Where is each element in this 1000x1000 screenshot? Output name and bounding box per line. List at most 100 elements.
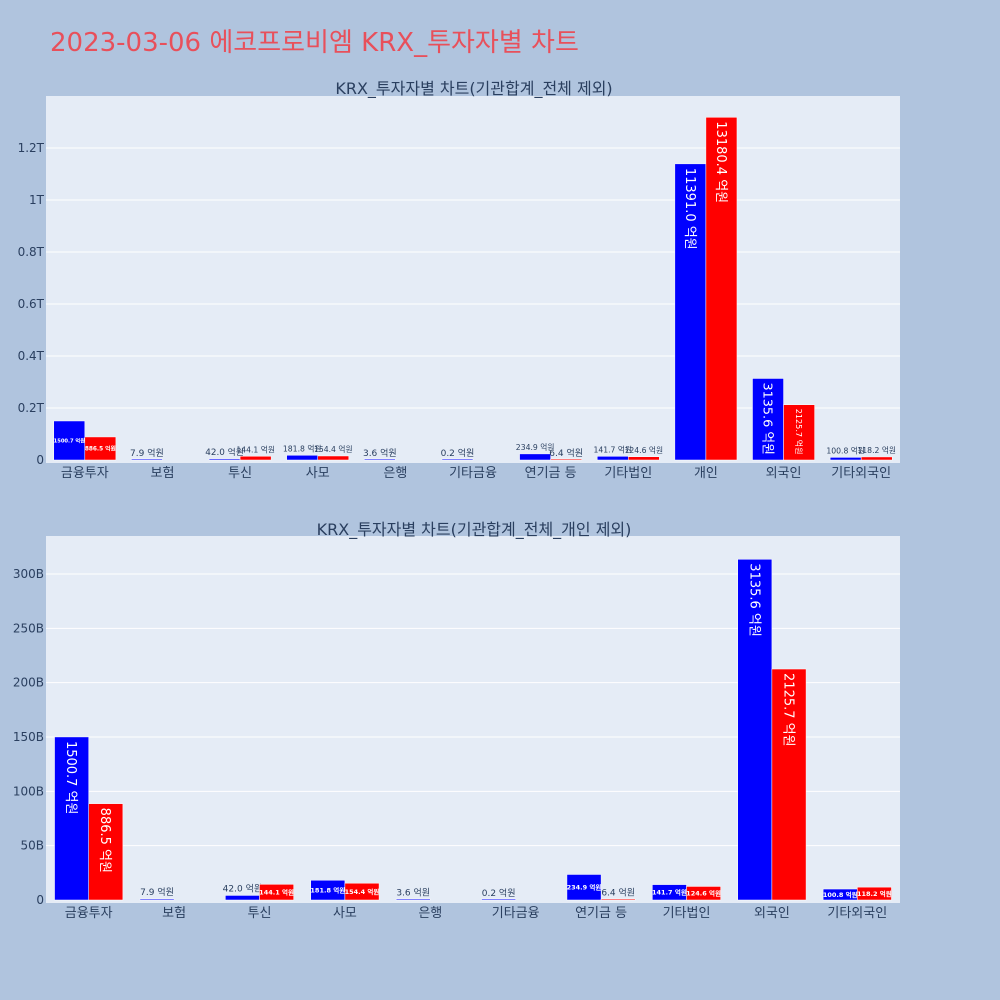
chart1-data-label: 7.9 억원 [130, 447, 164, 459]
chart1-data-label: 234.9 억원 [516, 443, 555, 452]
chart1-ytick-label: 1.2T [18, 141, 45, 155]
chart1-data-label: 11391.0 억원 [682, 168, 697, 250]
chart1-category-label: 금융투자 [61, 466, 109, 481]
chart2-bar [600, 898, 636, 901]
chart1-bar [131, 458, 163, 461]
chart1-ytick-label: 0.4T [18, 349, 45, 363]
chart1-bar [286, 455, 318, 461]
chart2-data-label: 7.9 억원 [140, 886, 174, 898]
chart2-bar [139, 898, 175, 901]
chart1-data-label: 100.8 억원 [826, 446, 865, 455]
chart1-data-label: 118.2 억원 [857, 446, 896, 455]
chart2-category-label: 투신 [248, 906, 272, 921]
chart1-data-label: 1500.7 억원 [54, 436, 86, 444]
chart2-category-label: 기타법인 [663, 906, 711, 921]
chart1-data-label: 144.1 억원 [236, 445, 275, 454]
chart2-bar [737, 559, 773, 901]
chart1-bar [519, 453, 551, 461]
chart1-category-label: 외국인 [766, 466, 802, 481]
chart2-bar [771, 668, 807, 901]
chart2-category-label: 기타외국인 [827, 906, 887, 921]
chart2-data-label: 181.8 억원 [310, 885, 345, 894]
chart1-data-label: 886.5 억원 [85, 445, 116, 453]
chart2-data-label: 886.5 억원 [97, 808, 112, 873]
chart2-category-label: 보험 [162, 906, 186, 921]
chart2-bar [395, 898, 431, 901]
page-title: 2023-03-06 에코프로비엠 KRX_투자자별 차트 [50, 28, 579, 58]
chart1-bar [208, 458, 241, 461]
chart1-category-label: 은행 [383, 465, 407, 481]
chart1-bar [752, 378, 784, 461]
chart1-bar [596, 456, 629, 461]
chart2-data-label: 3.6 억원 [396, 887, 430, 899]
chart1-data-label: 6.4 억원 [549, 447, 583, 459]
chart2-category-label: 외국인 [754, 906, 790, 921]
chart1-bar [550, 458, 582, 461]
chart1-bar [364, 458, 396, 461]
chart1-bar [829, 457, 862, 461]
chart2-ytick-label: 100B [13, 784, 44, 798]
chart2-ytick-label: 200B [13, 676, 44, 690]
chart1-ytick-label: 0.8T [18, 245, 45, 259]
chart2-bar [566, 874, 602, 901]
chart2-ytick-label: 0 [36, 893, 44, 907]
chart1-bar [317, 455, 350, 461]
chart1-category-label: 기타금융 [449, 466, 497, 481]
chart1-data-label: 3135.6 억원 [760, 382, 775, 454]
chart2-bar [857, 886, 892, 901]
chart2-bar [259, 884, 294, 901]
chart2-data-label: 100.8 억원 [823, 890, 858, 899]
chart1-bar [53, 420, 86, 461]
chart2-bar [54, 736, 89, 901]
chart1-ytick-label: 0.6T [18, 297, 45, 311]
chart1-data-label: 13180.4 억원 [713, 121, 728, 203]
chart2-category-label: 금융투자 [65, 906, 113, 921]
chart2-ytick-label: 50B [20, 839, 44, 853]
chart1-data-label: 124.6 억원 [624, 446, 663, 455]
chart2-data-label: 141.7 억원 [652, 888, 687, 897]
chart1-bar [84, 436, 117, 461]
chart2-data-label: 1500.7 억원 [63, 741, 78, 815]
chart1-bar [441, 458, 474, 461]
chart1-ytick-label: 1T [29, 193, 45, 207]
chart1-data-label: 181.8 억원 [283, 444, 322, 453]
chart1-ytick-label: 0 [36, 453, 44, 467]
chart2-bar [88, 803, 124, 901]
chart1-data-label: 42.0 억원 [205, 446, 244, 458]
chart1-category-label: 연기금 등 [525, 466, 577, 481]
chart1-ytick-label: 0.2T [18, 401, 45, 415]
chart1-data-label: 154.4 억원 [314, 445, 353, 454]
chart2-data-label: 234.9 억원 [567, 883, 602, 892]
chart1-bar [628, 456, 660, 461]
chart2-bar [481, 898, 516, 901]
chart1-bar [705, 117, 738, 461]
chart2-data-label: 144.1 억원 [259, 887, 294, 896]
chart1-bar [860, 456, 893, 461]
chart2-category-label: 연기금 등 [575, 906, 627, 921]
chart1-category-label: 개인 [694, 466, 718, 481]
chart2-data-label: 2125.7 억원 [780, 673, 795, 747]
chart1-bar [674, 163, 707, 461]
chart2-bar [686, 886, 721, 901]
chart2-ytick-label: 300B [13, 567, 44, 581]
chart1-title: KRX_투자자별 차트(기관합계_전체 제외) [335, 79, 612, 99]
chart1-category-label: 사모 [306, 466, 330, 481]
chart2-data-label: 42.0 억원 [223, 882, 262, 894]
chart2-data-label: 3135.6 억원 [746, 563, 761, 637]
chart1-data-label: 3.6 억원 [363, 447, 397, 459]
chart2-category-label: 은행 [418, 905, 442, 921]
chart2-data-label: 124.6 억원 [686, 889, 721, 898]
chart2-data-label: 6.4 억원 [601, 886, 635, 898]
chart2-data-label: 118.2 억원 [857, 889, 892, 898]
chart2-bar [344, 882, 380, 901]
chart1-data-label: 141.7 억원 [593, 445, 632, 454]
chart1-category-label: 기타법인 [604, 466, 652, 481]
chart2-bar [225, 895, 260, 901]
chart2-ytick-label: 150B [13, 730, 44, 744]
chart2-category-label: 사모 [333, 906, 357, 921]
chart1-data-label: 2125.7 억원 [794, 409, 804, 455]
chart2-ytick-label: 250B [13, 621, 44, 635]
chart2-title: KRX_투자자별 차트(기관합계_전체_개인 제외) [317, 520, 632, 540]
chart1-category-label: 기타외국인 [831, 466, 891, 481]
